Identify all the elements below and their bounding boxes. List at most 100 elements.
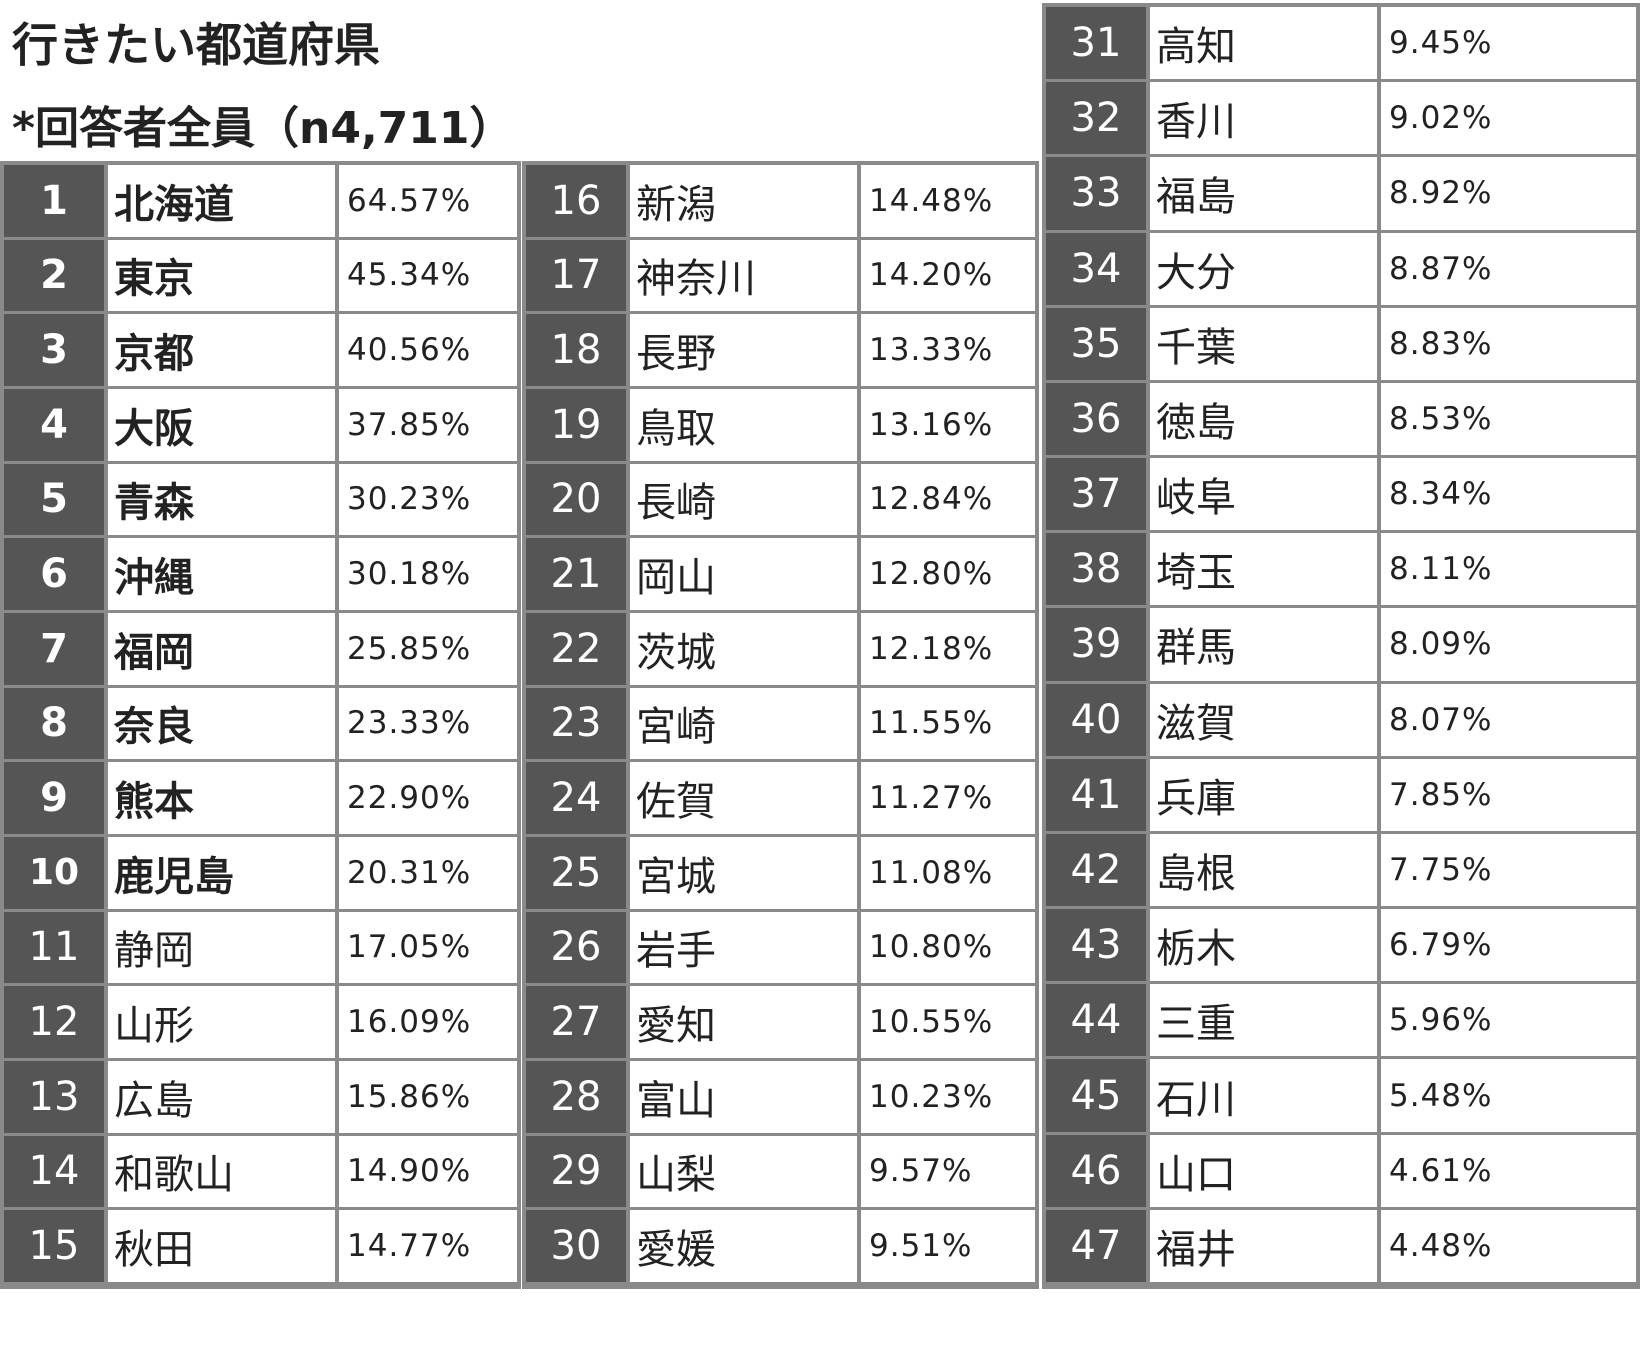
prefecture-cell: 鹿児島 xyxy=(108,837,335,909)
rank-cell: 44 xyxy=(1046,984,1146,1057)
percent-cell: 13.16% xyxy=(861,389,1035,461)
percent-cell: 17.05% xyxy=(339,911,517,984)
percent-cell: 12.84% xyxy=(861,463,1035,536)
table-row: 15 秋田 14.77% xyxy=(4,1210,517,1282)
rank-cell: 40 xyxy=(1046,683,1146,756)
rank-cell: 37 xyxy=(1046,458,1146,531)
table-row: 44 三重 5.96% xyxy=(1046,984,1636,1057)
table-row: 33 福島 8.92% xyxy=(1046,157,1636,230)
table-row: 25 宮城 11.08% xyxy=(526,837,1035,909)
rank-cell: 25 xyxy=(526,837,626,909)
table-row: 5 青森 30.23% xyxy=(4,463,517,536)
prefecture-cell: 山梨 xyxy=(630,1135,857,1208)
percent-cell: 8.53% xyxy=(1381,382,1636,456)
table-row: 30 愛媛 9.51% xyxy=(526,1210,1035,1282)
table-row: 37 岐阜 8.34% xyxy=(1046,458,1636,531)
rank-cell: 6 xyxy=(4,538,104,610)
percent-cell: 11.08% xyxy=(861,837,1035,909)
percent-cell: 10.80% xyxy=(861,911,1035,984)
percent-cell: 4.61% xyxy=(1381,1134,1636,1207)
rank-cell: 26 xyxy=(526,911,626,984)
prefecture-cell: 福岡 xyxy=(108,613,335,685)
rank-cell: 4 xyxy=(4,389,104,461)
rank-cell: 15 xyxy=(4,1210,104,1282)
ranking-column-1: 1 北海道 64.57% 2 東京 45.34% 3 京都 40.56% 4 大阪 37.85% 5 青森… xyxy=(0,161,521,1289)
percent-cell: 9.51% xyxy=(861,1210,1035,1282)
prefecture-cell: 京都 xyxy=(108,314,335,386)
table-row: 8 奈良 23.33% xyxy=(4,687,517,760)
rank-cell: 13 xyxy=(4,1061,104,1133)
percent-cell: 10.23% xyxy=(861,1061,1035,1133)
percent-cell: 8.07% xyxy=(1381,683,1636,756)
rank-cell: 28 xyxy=(526,1061,626,1133)
table-row: 11 静岡 17.05% xyxy=(4,911,517,984)
prefecture-cell: 徳島 xyxy=(1150,382,1377,456)
table-row: 17 神奈川 14.20% xyxy=(526,239,1035,312)
prefecture-cell: 兵庫 xyxy=(1150,758,1377,831)
percent-cell: 8.11% xyxy=(1381,533,1636,606)
table-row: 6 沖縄 30.18% xyxy=(4,538,517,610)
percent-cell: 15.86% xyxy=(339,1061,517,1133)
table-row: 36 徳島 8.53% xyxy=(1046,382,1636,456)
percent-cell: 25.85% xyxy=(339,613,517,685)
table-row: 31 高知 9.45% xyxy=(1046,7,1636,80)
rank-cell: 10 xyxy=(4,837,104,909)
rank-cell: 12 xyxy=(4,986,104,1058)
prefecture-cell: 愛知 xyxy=(630,986,857,1058)
percent-cell: 7.75% xyxy=(1381,833,1636,907)
ranking-column-3: 31 高知 9.45% 32 香川 9.02% 33 福島 8.92% 34 大分 8.87% 35 千葉… xyxy=(1042,3,1640,1289)
table-row: 43 栃木 6.79% xyxy=(1046,909,1636,982)
table-row: 14 和歌山 14.90% xyxy=(4,1135,517,1208)
prefecture-cell: 岡山 xyxy=(630,538,857,610)
table-row: 12 山形 16.09% xyxy=(4,986,517,1058)
table-row: 7 福岡 25.85% xyxy=(4,613,517,685)
rank-cell: 29 xyxy=(526,1135,626,1208)
rank-cell: 21 xyxy=(526,538,626,610)
rank-cell: 22 xyxy=(526,613,626,685)
percent-cell: 11.55% xyxy=(861,687,1035,760)
percent-cell: 40.56% xyxy=(339,314,517,386)
percent-cell: 5.96% xyxy=(1381,984,1636,1057)
prefecture-cell: 沖縄 xyxy=(108,538,335,610)
rank-cell: 20 xyxy=(526,463,626,536)
percent-cell: 14.90% xyxy=(339,1135,517,1208)
percent-cell: 30.18% xyxy=(339,538,517,610)
percent-cell: 14.20% xyxy=(861,239,1035,312)
percent-cell: 8.83% xyxy=(1381,307,1636,380)
table-row: 16 新潟 14.48% xyxy=(526,165,1035,237)
percent-cell: 16.09% xyxy=(339,986,517,1058)
percent-cell: 9.02% xyxy=(1381,82,1636,155)
percent-cell: 64.57% xyxy=(339,165,517,237)
table-row: 21 岡山 12.80% xyxy=(526,538,1035,610)
table-row: 10 鹿児島 20.31% xyxy=(4,837,517,909)
prefecture-cell: 秋田 xyxy=(108,1210,335,1282)
prefecture-cell: 愛媛 xyxy=(630,1210,857,1282)
prefecture-cell: 石川 xyxy=(1150,1059,1377,1132)
chart-title: 行きたい都道府県 xyxy=(12,18,380,72)
table-row: 2 東京 45.34% xyxy=(4,239,517,312)
table-row: 42 島根 7.75% xyxy=(1046,833,1636,907)
prefecture-cell: 高知 xyxy=(1150,7,1377,80)
table-row: 4 大阪 37.85% xyxy=(4,389,517,461)
prefecture-cell: 香川 xyxy=(1150,82,1377,155)
table-row: 22 茨城 12.18% xyxy=(526,613,1035,685)
table-row: 26 岩手 10.80% xyxy=(526,911,1035,984)
table-row: 20 長崎 12.84% xyxy=(526,463,1035,536)
table-row: 35 千葉 8.83% xyxy=(1046,307,1636,380)
percent-cell: 37.85% xyxy=(339,389,517,461)
table-row: 46 山口 4.61% xyxy=(1046,1134,1636,1207)
percent-cell: 8.92% xyxy=(1381,157,1636,230)
prefecture-cell: 山形 xyxy=(108,986,335,1058)
percent-cell: 20.31% xyxy=(339,837,517,909)
rank-cell: 3 xyxy=(4,314,104,386)
rank-cell: 39 xyxy=(1046,608,1146,681)
percent-cell: 14.48% xyxy=(861,165,1035,237)
percent-cell: 7.85% xyxy=(1381,758,1636,831)
rank-cell: 18 xyxy=(526,314,626,386)
percent-cell: 13.33% xyxy=(861,314,1035,386)
rank-cell: 30 xyxy=(526,1210,626,1282)
table-row: 23 宮崎 11.55% xyxy=(526,687,1035,760)
table-row: 45 石川 5.48% xyxy=(1046,1059,1636,1132)
prefecture-cell: 群馬 xyxy=(1150,608,1377,681)
percent-cell: 12.18% xyxy=(861,613,1035,685)
